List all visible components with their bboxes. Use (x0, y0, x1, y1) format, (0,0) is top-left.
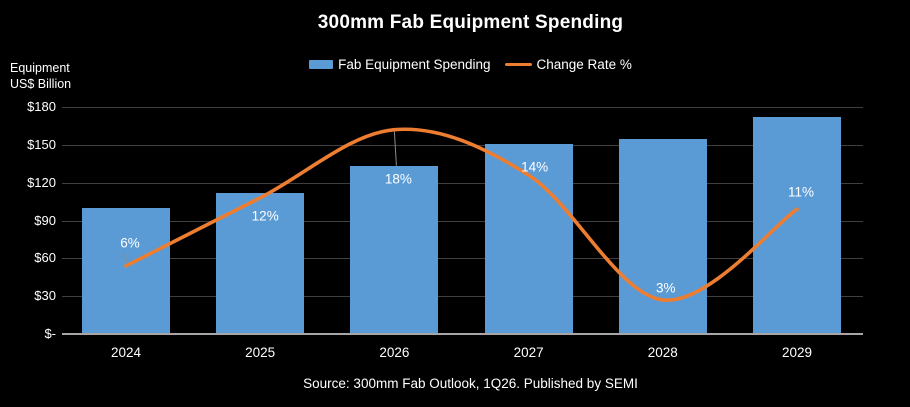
change-rate-label-2027: 14% (521, 159, 549, 175)
y-tick-label-120: $120 (27, 174, 56, 190)
gridline-60 (62, 258, 863, 260)
change-rate-label-2024: 6% (120, 235, 140, 251)
y-axis-title: Equipment US$ Billion (10, 60, 71, 92)
chart-title: 300mm Fab Equipment Spending (317, 12, 624, 33)
x-tick-label-2028: 2028 (647, 345, 678, 360)
y-tick-label-180: $180 (27, 99, 56, 114)
x-axis-line (62, 333, 863, 335)
x-tick-label-2027: 2027 (513, 345, 544, 360)
y-axis-title-line2: US$ Billion (10, 77, 72, 91)
label-leader-line-2026 (393, 131, 397, 166)
source-note: Source: 300mm Fab Outlook, 1Q26. Publish… (303, 376, 638, 391)
legend-label-fab-equipment-spending: Fab Equipment Spending (338, 57, 491, 72)
y-tick-label-90: $90 (34, 212, 56, 228)
gridline-120 (62, 182, 863, 184)
gridline-150 (62, 144, 863, 146)
gridline-180 (62, 107, 863, 108)
y-tick-label-0: $- (44, 326, 56, 341)
legend-label-change-rate: Change Rate % (536, 57, 632, 72)
x-tick-label-2024: 2024 (110, 345, 142, 360)
change-rate-label-2025: 12% (251, 208, 279, 224)
y-tick-label-30: $30 (34, 288, 56, 304)
x-tick-label-2029: 2029 (781, 345, 813, 360)
bar-2029 (753, 117, 841, 334)
y-axis-title-line1: Equipment (10, 61, 70, 75)
y-tick-label-60: $60 (34, 250, 56, 266)
bar-2024 (82, 207, 170, 334)
legend-line-swatch-icon (504, 62, 532, 67)
x-tick-label-2026: 2026 (379, 345, 410, 360)
x-tick-label-2025: 2025 (245, 345, 276, 360)
change-rate-label-2029: 11% (787, 184, 815, 200)
bar-2028 (618, 138, 707, 334)
legend: Fab Equipment Spending Change Rate % (78, 57, 863, 72)
change-rate-label-2026: 18% (384, 171, 412, 187)
change-rate-label-2028: 3% (656, 280, 676, 296)
gridline-30 (62, 296, 863, 298)
legend-bar-swatch-icon (309, 60, 334, 69)
bar-2026 (350, 166, 439, 334)
y-tick-label-150: $150 (27, 136, 56, 152)
gridline-90 (62, 220, 863, 222)
